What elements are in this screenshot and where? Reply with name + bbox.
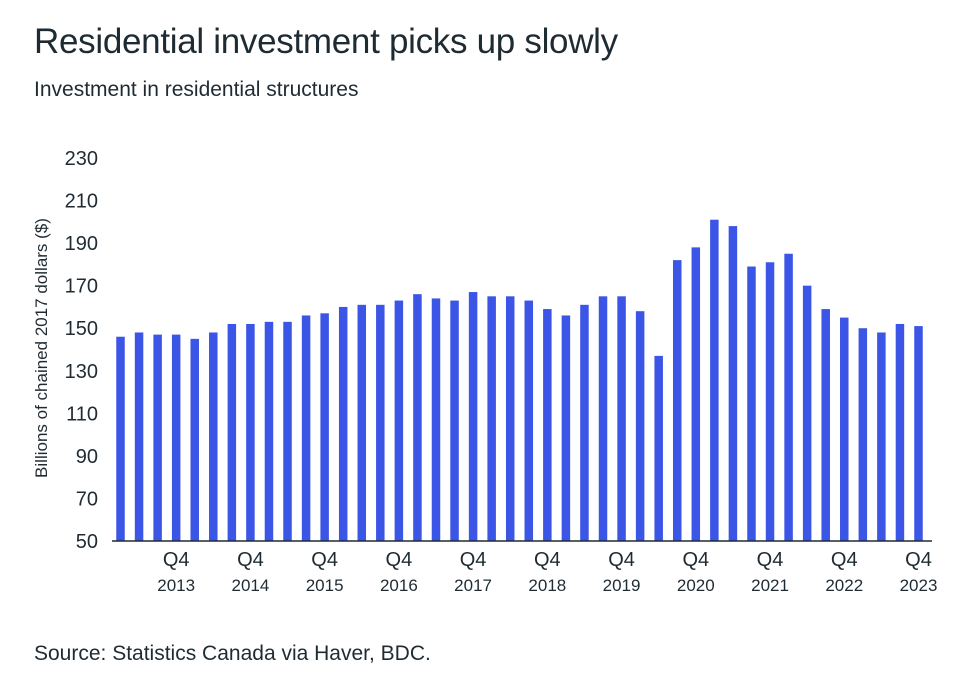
bar [376,304,385,541]
chart-subtitle: Investment in residential structures [34,78,359,101]
bar [301,315,311,541]
y-axis-ticks: 50 70 90 110 130 150 170 190 210 230 [65,148,98,553]
bar [728,226,738,541]
bar [134,332,144,541]
y-tick-label: 210 [65,191,98,213]
bar [672,260,682,541]
y-axis-label: Billions of chained 2017 dollars ($) [32,218,51,478]
x-tick-year-label: 2018 [528,576,566,595]
x-tick-year-label: 2015 [306,576,344,595]
bar [209,332,218,541]
bar [858,328,868,541]
bar [561,315,571,541]
x-tick-year-label: 2021 [751,576,789,595]
bar [171,334,181,541]
bar [116,336,125,541]
bar [190,338,199,541]
bar [357,304,367,541]
y-tick-label: 190 [65,233,98,255]
x-tick-quarter-label: Q4 [237,549,264,571]
source-note: Source: Statistics Canada via Haver, BDC… [34,642,431,665]
bar [617,296,626,541]
bar [153,334,162,541]
bar [246,323,255,541]
bar [413,294,422,541]
bar [840,317,849,541]
bar [320,313,329,541]
bar [914,326,923,541]
x-tick-year-label: 2014 [231,576,269,595]
x-tick-quarter-label: Q4 [608,549,635,571]
bar [450,300,459,541]
bar [227,323,237,541]
x-tick-quarter-label: Q4 [682,549,709,571]
bar [338,306,348,541]
bar [654,355,663,541]
bar [580,304,589,541]
bar [877,332,886,541]
bar [691,247,701,541]
bar [710,219,719,541]
y-tick-label: 130 [65,361,98,383]
bar-series [116,219,923,541]
bar [598,296,608,541]
bar [283,321,292,541]
y-tick-label: 230 [65,148,98,170]
x-tick-year-label: 2019 [603,576,641,595]
x-tick-quarter-label: Q4 [831,549,858,571]
bar [765,262,775,541]
x-tick-quarter-label: Q4 [311,549,338,571]
bar [747,266,756,541]
bar [524,300,534,541]
bar [635,311,645,541]
bar [821,309,830,541]
y-tick-label: 90 [76,446,98,468]
bar [487,296,496,541]
x-tick-quarter-label: Q4 [163,549,190,571]
bar [431,298,441,541]
bar [264,321,274,541]
y-tick-label: 50 [76,531,98,553]
x-tick-year-label: 2020 [677,576,715,595]
x-tick-year-label: 2013 [157,576,195,595]
y-tick-label: 110 [66,403,98,425]
bar [784,253,793,541]
y-tick-label: 150 [65,318,98,340]
bar [543,309,552,541]
bar [468,292,478,541]
chart-title: Residential investment picks up slowly [34,22,618,61]
x-tick-quarter-label: Q4 [386,549,413,571]
x-tick-year-label: 2022 [825,576,863,595]
bar [505,296,515,541]
bar [394,300,404,541]
x-tick-quarter-label: Q4 [757,549,784,571]
bar [895,323,905,541]
x-tick-quarter-label: Q4 [905,549,932,571]
x-axis-ticks: Q4 2013 Q4 2014 Q4 2015 Q4 2016 Q4 2017 Q4 2018 Q4 20… [157,549,937,595]
x-tick-year-label: 2017 [454,576,492,595]
bar [802,285,812,541]
x-tick-year-label: 2023 [900,576,938,595]
y-tick-label: 170 [65,276,98,298]
x-tick-year-label: 2016 [380,576,418,595]
y-tick-label: 70 [76,488,98,510]
x-tick-quarter-label: Q4 [534,549,561,571]
x-tick-quarter-label: Q4 [460,549,487,571]
